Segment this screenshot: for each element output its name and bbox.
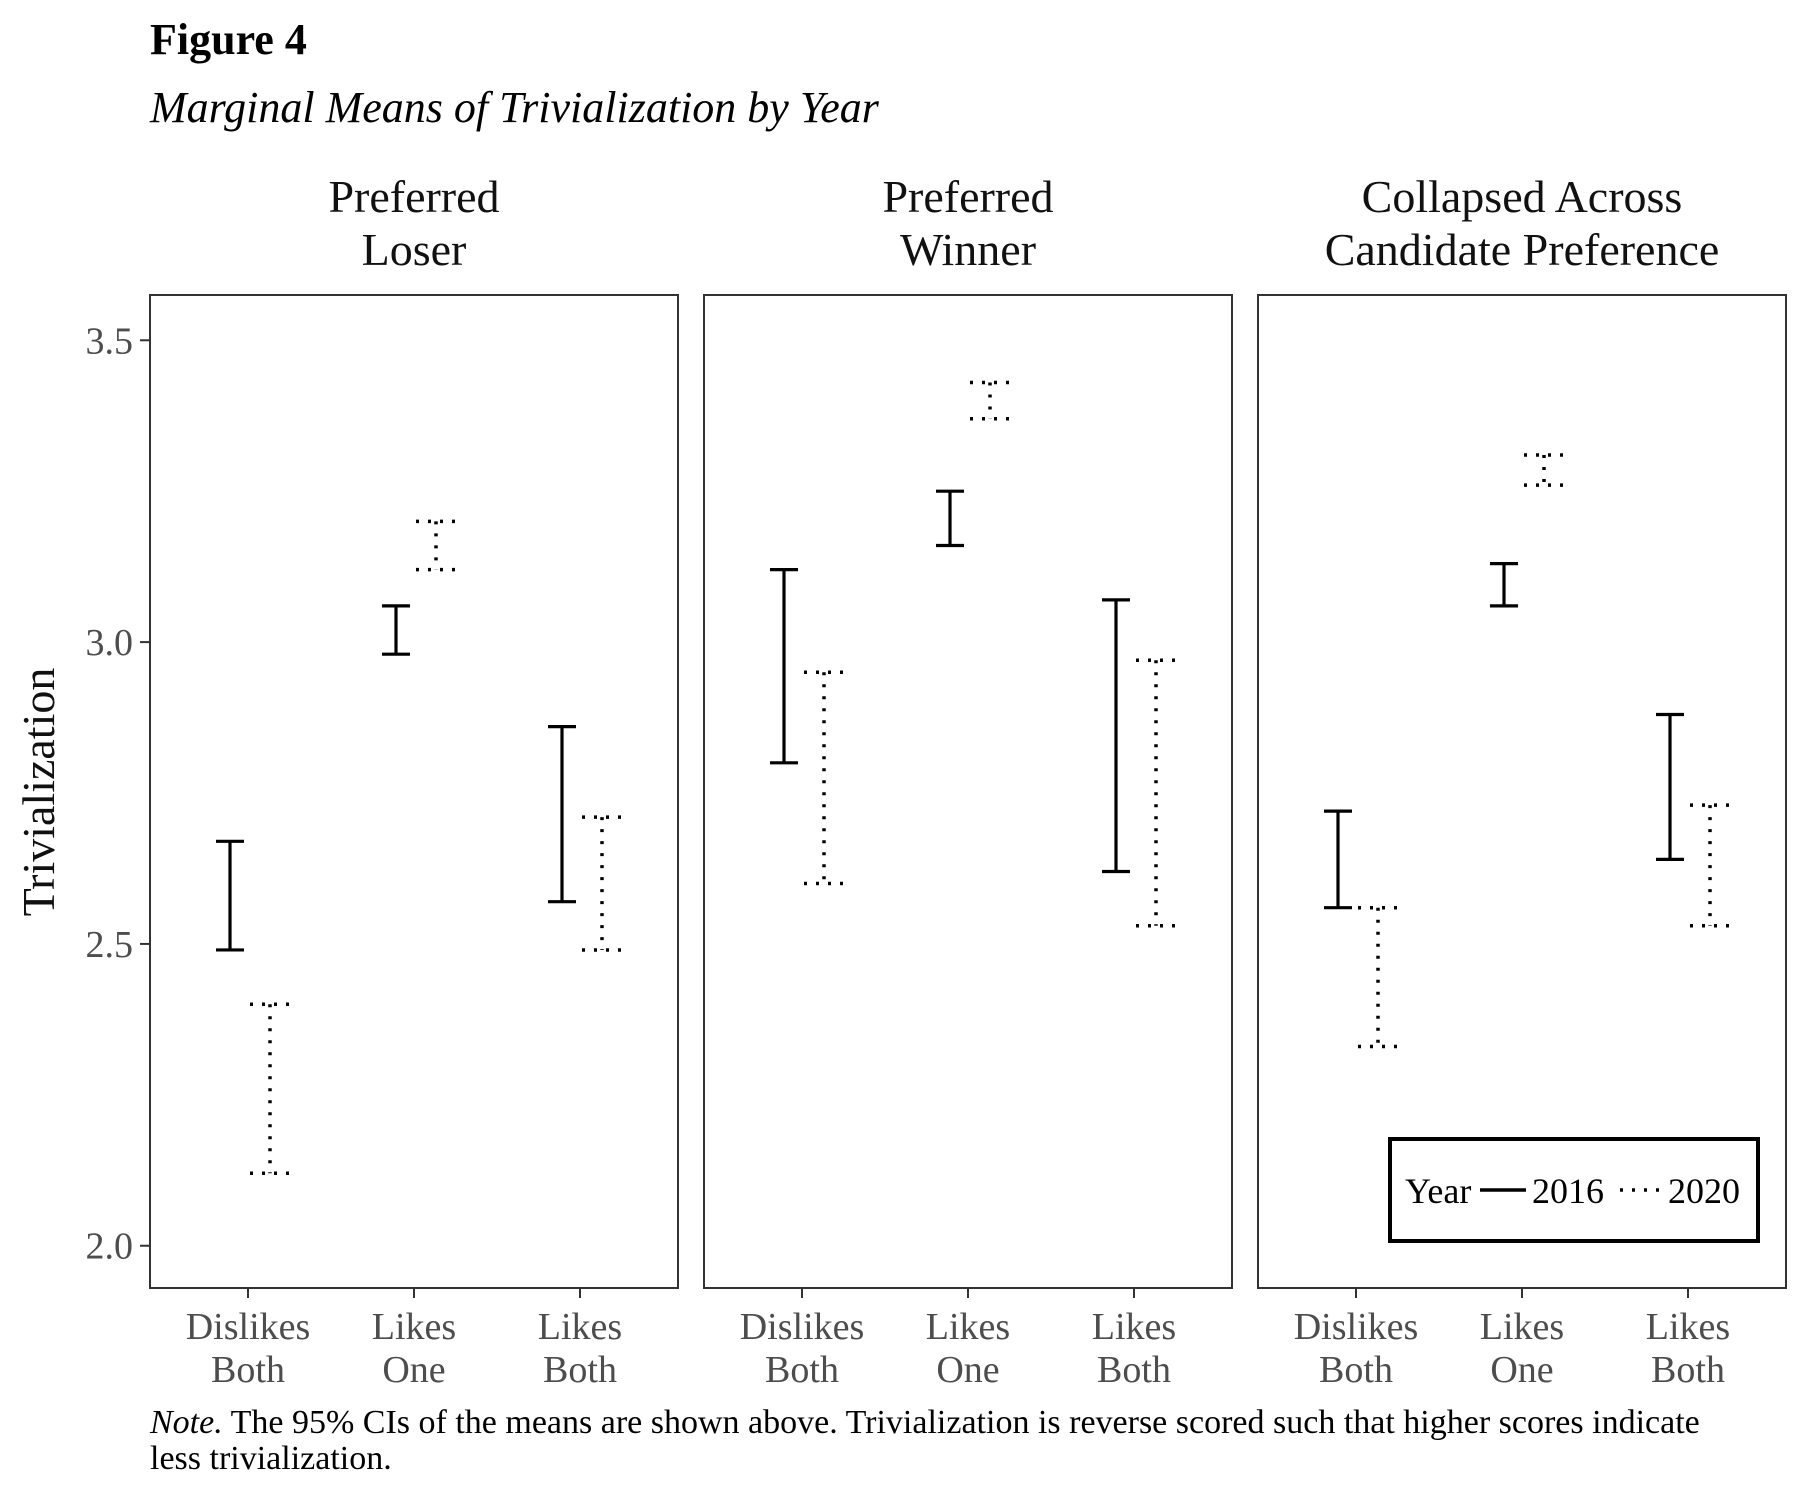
x-tick-label: Likes: [926, 1306, 1010, 1348]
panel-title-line: Loser: [362, 224, 467, 275]
x-tick-label: Both: [1097, 1349, 1171, 1391]
x-tick-label: Both: [211, 1349, 285, 1391]
x-tick-label: Both: [1319, 1349, 1393, 1391]
errorbar-chart: Preferred LoserDislikesBothLikesOneLikesB…: [13, 171, 1787, 1391]
x-tick-label: Dislikes: [1294, 1306, 1419, 1348]
panel-title: Preferred Winner: [882, 171, 1053, 275]
panel-title: Collapsed Across Candidate Preference: [1325, 171, 1720, 275]
panel-frame: [149, 294, 679, 1289]
errorbar-2020: [1690, 803, 1730, 928]
errorbar-2020: [970, 380, 1010, 421]
errorbar-2020: [1136, 658, 1176, 928]
x-tick-label: Likes: [1480, 1306, 1564, 1348]
panel-title-line: Candidate Preference: [1325, 224, 1720, 275]
errorbar-2016: [1656, 712, 1684, 862]
errorbar-2020: [804, 670, 844, 886]
errorbar-2020: [416, 519, 456, 572]
errorbar-2016: [1490, 562, 1518, 608]
x-tick-label: Likes: [372, 1306, 456, 1348]
errorbar-2016: [1102, 598, 1130, 874]
errorbar-2016: [1324, 809, 1352, 910]
x-tick-label: Both: [765, 1349, 839, 1391]
errorbar-2020: [250, 1002, 290, 1176]
panels-layer: Preferred LoserDislikesBothLikesOneLikesB…: [149, 171, 1787, 1391]
figure-label: Figure 4: [150, 15, 307, 64]
errorbar-2016: [936, 489, 964, 548]
x-tick-label: One: [382, 1349, 445, 1391]
errorbar-2020: [1524, 453, 1564, 487]
y-tick-label: 3.5: [86, 320, 134, 362]
errorbar-2016: [548, 725, 576, 904]
legend: Year 2016 2020: [1388, 1137, 1760, 1243]
figure-title: Marginal Means of Trivialization by Year: [150, 83, 879, 132]
y-tick-label: 2.5: [86, 924, 134, 966]
errorbar-2016: [216, 839, 244, 952]
panel-title-line: Collapsed Across: [1362, 171, 1683, 222]
y-axis-label: Trivialization: [13, 668, 64, 917]
x-tick-label: Dislikes: [740, 1306, 865, 1348]
errorbar-2016: [382, 604, 410, 656]
panel-2: Preferred WinnerDislikesBothLikesOneLikes…: [703, 171, 1233, 1391]
legend-label-2020: 2020: [1668, 1171, 1740, 1211]
legend-box: [1388, 1137, 1760, 1243]
x-tick-label: Both: [543, 1349, 617, 1391]
errorbar-2016: [770, 568, 798, 765]
legend-title: Year: [1405, 1171, 1471, 1211]
x-tick-label: Dislikes: [186, 1306, 311, 1348]
errorbar-2020: [582, 815, 622, 952]
x-tick-label: One: [936, 1349, 999, 1391]
y-axis: 2.0 2.5 3.0 3.5 Trivialization: [13, 320, 150, 1268]
panel-title-line: Preferred: [882, 171, 1053, 222]
errorbar-2020: [1358, 905, 1398, 1049]
panel-1: Preferred LoserDislikesBothLikesOneLikesB…: [149, 171, 679, 1391]
x-tick-label: Both: [1651, 1349, 1725, 1391]
x-tick-label: Likes: [1092, 1306, 1176, 1348]
note-text: The 95% CIs of the means are shown above…: [150, 1404, 1700, 1477]
note-label: Note.: [150, 1404, 223, 1441]
panel-title-line: Winner: [900, 224, 1036, 275]
panel-frame: [703, 294, 1233, 1289]
figure-note: Note. The 95% CIs of the means are shown…: [150, 1405, 1750, 1477]
legend-label-2016: 2016: [1532, 1171, 1604, 1211]
x-tick-label: Likes: [1646, 1306, 1730, 1348]
y-tick-label: 2.0: [86, 1226, 134, 1268]
x-tick-label: Likes: [538, 1306, 622, 1348]
x-tick-label: One: [1490, 1349, 1553, 1391]
panel-title: Preferred Loser: [328, 171, 499, 275]
y-tick-label: 3.0: [86, 622, 134, 664]
panel-3: Collapsed Across Candidate Preference Disl…: [1257, 171, 1787, 1391]
panel-title-line: Preferred: [328, 171, 499, 222]
